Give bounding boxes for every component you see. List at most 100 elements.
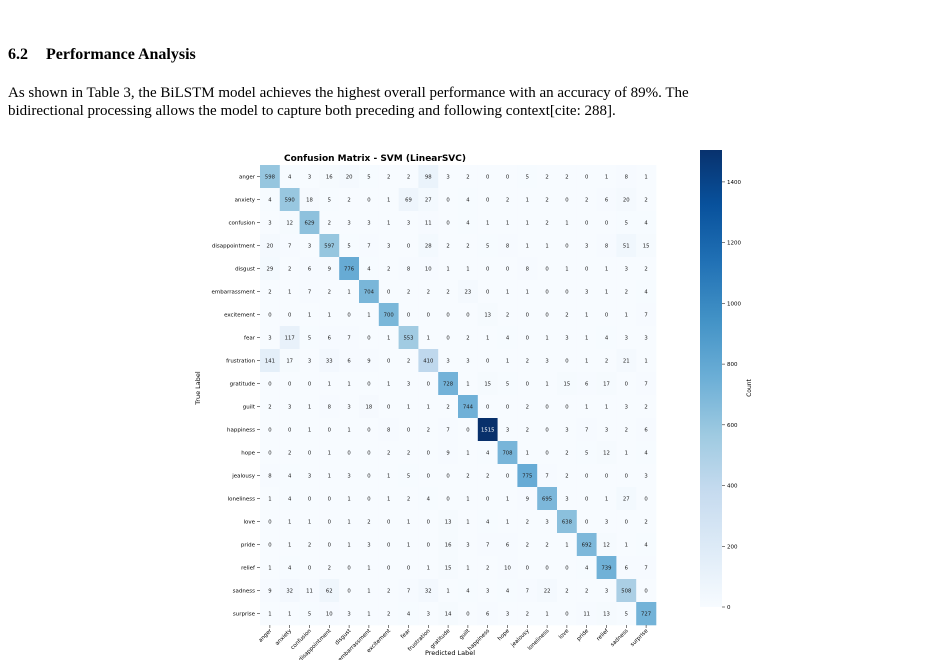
heatmap-cell-value: 8 bbox=[526, 267, 530, 273]
heatmap-cell bbox=[537, 234, 558, 258]
heatmap-cell bbox=[299, 579, 320, 603]
heatmap-cell bbox=[398, 211, 419, 235]
heatmap-cell-value: 8 bbox=[328, 405, 332, 411]
heatmap-cell-value: 727 bbox=[641, 612, 651, 618]
heatmap-cell-value: 1 bbox=[486, 221, 489, 227]
heatmap-cell bbox=[636, 487, 657, 511]
heatmap-cell bbox=[557, 395, 578, 419]
heatmap-cell bbox=[398, 441, 419, 465]
heatmap-cell bbox=[418, 579, 439, 603]
heatmap-cell-value: 2 bbox=[486, 474, 489, 480]
heatmap-cell-value: 17 bbox=[603, 382, 610, 388]
heatmap-cell-value: 2 bbox=[605, 359, 608, 365]
heatmap-cell bbox=[616, 510, 637, 534]
y-tick-label: disgust bbox=[235, 267, 256, 273]
heatmap-cell bbox=[596, 280, 617, 304]
heatmap-cell bbox=[458, 188, 479, 212]
heatmap-cell-value: 5 bbox=[526, 175, 529, 181]
heatmap-cell bbox=[537, 372, 558, 396]
heatmap-cell-value: 0 bbox=[565, 612, 569, 618]
heatmap-cell bbox=[319, 257, 340, 281]
heatmap-cell-value: 1 bbox=[446, 589, 449, 595]
heatmap-cell bbox=[596, 533, 617, 557]
heatmap-cell-value: 2 bbox=[387, 612, 390, 618]
heatmap-cell bbox=[596, 326, 617, 350]
heatmap-cell-value: 1 bbox=[644, 359, 647, 365]
heatmap-cell bbox=[299, 487, 320, 511]
heatmap-cell-value: 20 bbox=[346, 175, 353, 181]
heatmap-cell bbox=[596, 556, 617, 580]
heatmap-cell-value: 6 bbox=[308, 267, 312, 273]
heatmap-cell-value: 1 bbox=[526, 221, 529, 227]
heatmap-cell-value: 6 bbox=[328, 336, 332, 342]
heatmap-cell bbox=[477, 510, 498, 534]
heatmap-cell bbox=[398, 165, 419, 189]
heatmap-cell-value: 2 bbox=[427, 290, 430, 296]
heatmap-cell bbox=[378, 349, 399, 373]
heatmap-cell-value: 2 bbox=[526, 520, 529, 526]
heatmap-cell bbox=[596, 510, 617, 534]
heatmap-cell-value: 0 bbox=[625, 520, 629, 526]
heatmap-cell-value: 1 bbox=[347, 290, 350, 296]
heatmap-cell bbox=[279, 579, 300, 603]
heatmap-cell-value: 5 bbox=[625, 612, 628, 618]
heatmap-cell-value: 0 bbox=[367, 382, 371, 388]
heatmap-cell bbox=[497, 464, 518, 488]
heatmap-cell bbox=[458, 441, 479, 465]
heatmap-cell-value: 1 bbox=[367, 612, 370, 618]
heatmap-cell bbox=[636, 303, 657, 327]
heatmap-cell-value: 2 bbox=[407, 175, 410, 181]
heatmap-cell-value: 4 bbox=[644, 290, 648, 296]
x-tick-label: sadness bbox=[610, 628, 630, 648]
heatmap-cell-value: 2 bbox=[446, 405, 449, 411]
heatmap-cell bbox=[596, 165, 617, 189]
heatmap-cell bbox=[458, 395, 479, 419]
heatmap-cell bbox=[359, 533, 380, 557]
heatmap-cell-value: 1 bbox=[268, 566, 271, 572]
heatmap-cell bbox=[260, 533, 281, 557]
heatmap-cell bbox=[636, 441, 657, 465]
heatmap-cell-value: 0 bbox=[288, 313, 292, 319]
heatmap-cell-value: 3 bbox=[367, 221, 370, 227]
heatmap-cell bbox=[418, 280, 439, 304]
heatmap-cell-value: 3 bbox=[268, 336, 271, 342]
heatmap-cell bbox=[576, 280, 597, 304]
heatmap-cell bbox=[438, 349, 459, 373]
heatmap-cell-value: 0 bbox=[625, 382, 629, 388]
heatmap-cell-value: 13 bbox=[484, 313, 491, 319]
colorbar bbox=[700, 150, 722, 607]
heatmap-cell-value: 0 bbox=[268, 520, 272, 526]
heatmap-cell-value: 4 bbox=[644, 543, 648, 549]
heatmap-cell-value: 2 bbox=[407, 497, 410, 503]
heatmap-cell bbox=[636, 257, 657, 281]
colorbar-tick-label: 1400 bbox=[727, 180, 741, 186]
heatmap-cell-value: 3 bbox=[308, 474, 311, 480]
heatmap-cell-value: 17 bbox=[286, 359, 293, 365]
heatmap-cell bbox=[537, 418, 558, 442]
heatmap-cell bbox=[418, 464, 439, 488]
heatmap-cell-value: 0 bbox=[308, 382, 312, 388]
heatmap-cell bbox=[596, 372, 617, 396]
heatmap-cell bbox=[319, 326, 340, 350]
heatmap-cell-value: 1 bbox=[605, 405, 608, 411]
heatmap-cell bbox=[576, 464, 597, 488]
heatmap-cell-value: 3 bbox=[605, 520, 608, 526]
heatmap-cell-value: 12 bbox=[603, 451, 610, 457]
heatmap-cell-value: 0 bbox=[565, 198, 569, 204]
heatmap-cell bbox=[398, 372, 419, 396]
heatmap-cell bbox=[279, 211, 300, 235]
heatmap-cell bbox=[458, 602, 479, 626]
heatmap-cell-value: 597 bbox=[324, 244, 334, 250]
heatmap-cell bbox=[339, 165, 360, 189]
heatmap-cell-value: 3 bbox=[625, 336, 628, 342]
heatmap-cell bbox=[339, 326, 360, 350]
heatmap-cell bbox=[557, 556, 578, 580]
heatmap-cell-value: 4 bbox=[585, 566, 589, 572]
heatmap-cell bbox=[458, 257, 479, 281]
heatmap-cell-value: 8 bbox=[407, 267, 411, 273]
heatmap-cell-value: 0 bbox=[268, 451, 272, 457]
heatmap-cell-value: 0 bbox=[328, 543, 332, 549]
heatmap-cell-value: 0 bbox=[288, 428, 292, 434]
heatmap-cell-value: 7 bbox=[545, 474, 548, 480]
heatmap-cell-value: 3 bbox=[347, 405, 350, 411]
